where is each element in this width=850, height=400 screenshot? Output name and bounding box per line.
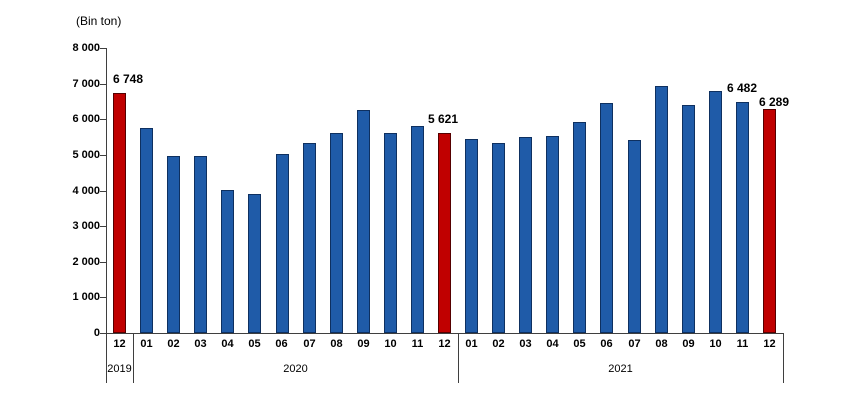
year-label-2019: 2019 [107,363,132,375]
y-tick-label: 0 [93,327,100,339]
month-label-2020-04: 04 [221,338,234,350]
y-tick-mark [100,333,106,334]
month-label-2020-01: 01 [140,338,153,350]
month-label-2021-10: 10 [709,338,722,350]
y-tick-mark [100,48,106,49]
bar-2020-02 [167,156,180,333]
bar-2021-11 [736,102,749,333]
year-label-2021: 2021 [608,363,633,375]
month-label-2020-06: 06 [275,338,288,350]
bar-2021-01 [465,139,478,333]
x-axis-line [106,333,783,334]
year-separator [106,333,107,383]
bar-2021-07 [628,140,641,333]
month-label-2021-01: 01 [465,338,478,350]
month-label-2021-03: 03 [519,338,532,350]
month-label-2021-05: 05 [573,338,586,350]
bar-2021-05 [573,122,586,333]
y-tick-label: 6 000 [72,113,100,125]
year-separator [458,333,459,383]
y-tick-mark [100,226,106,227]
month-label-2020-08: 08 [330,338,343,350]
month-label-2020-12: 12 [438,338,451,350]
month-label-2020-03: 03 [194,338,207,350]
y-tick-mark [100,119,106,120]
bar-2020-01 [140,128,153,333]
year-separator [783,333,784,383]
month-label-2021-11: 11 [736,338,749,350]
bar-2020-12 [438,133,451,333]
month-label-2021-09: 09 [682,338,695,350]
month-label-2021-04: 04 [546,338,559,350]
bar-2021-03 [519,137,532,333]
month-label-2021-12: 12 [763,338,776,350]
month-label-2020-10: 10 [384,338,397,350]
month-label-2020-05: 05 [248,338,261,350]
bar-2020-11 [411,126,424,333]
y-tick-label: 4 000 [72,185,100,197]
bar-2021-10 [709,91,722,333]
y-tick-label: 3 000 [72,220,100,232]
bar-2021-08 [655,86,668,333]
y-tick-label: 8 000 [72,42,100,54]
y-tick-mark [100,262,106,263]
bar-2020-07 [303,143,316,333]
data-label-2020-12: 5 621 [427,112,459,126]
y-tick-mark [100,191,106,192]
data-label-2021-12: 6 289 [758,95,790,109]
year-label-2020: 2020 [283,363,308,375]
bar-2021-12 [763,109,776,333]
y-tick-mark [100,297,106,298]
bar-2020-03 [194,156,207,333]
data-label-2019-12: 6 748 [112,72,144,86]
y-tick-label: 5 000 [72,149,100,161]
bar-2019-12 [113,93,126,333]
month-label-2021-02: 02 [492,338,505,350]
month-label-2020-09: 09 [357,338,370,350]
month-label-2020-02: 02 [167,338,180,350]
month-label-2020-07: 07 [303,338,316,350]
unit-label: (Bin ton) [76,14,122,28]
bar-2021-04 [546,136,559,333]
month-label-2021-08: 08 [655,338,668,350]
bar-2020-06 [276,154,289,333]
y-axis-line [106,48,107,333]
y-tick-mark [100,84,106,85]
bar-2020-05 [248,194,261,333]
bar-2020-08 [330,133,343,333]
month-label-2020-11: 11 [411,338,424,350]
month-label-2019-12: 12 [113,338,126,350]
bar-2020-10 [384,133,397,333]
y-tick-mark [100,155,106,156]
month-label-2021-06: 06 [600,338,613,350]
month-label-2021-07: 07 [628,338,641,350]
data-label-2021-11: 6 482 [726,81,758,95]
year-separator [133,333,134,383]
bar-2021-02 [492,143,505,333]
y-tick-label: 2 000 [72,256,100,268]
y-tick-label: 1 000 [72,291,100,303]
bar-2021-09 [682,105,695,333]
bar-2021-06 [600,103,613,333]
bar-2020-04 [221,190,234,333]
y-tick-label: 7 000 [72,78,100,90]
bar-2020-09 [357,110,370,333]
